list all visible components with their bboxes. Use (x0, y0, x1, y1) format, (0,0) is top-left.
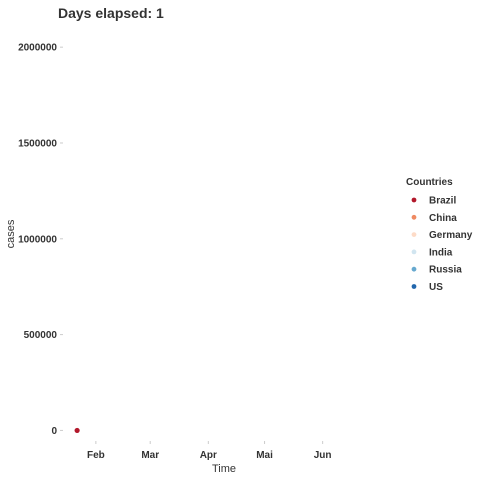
legend-key-us (411, 284, 417, 289)
legend-key-germany (411, 232, 417, 238)
legend-key-china (411, 214, 417, 220)
legend-key-russia (411, 266, 417, 272)
y-tick-label: 2000000 (18, 43, 57, 54)
x-tick-label: Feb (87, 450, 105, 461)
legend-label-germany: Germany (429, 230, 473, 241)
x-tick-label: Jun (314, 450, 332, 461)
legend-title: Countries (406, 177, 453, 188)
legend-label-russia: Russia (429, 265, 462, 276)
y-tick-label: 0 (51, 426, 57, 437)
y-tick-label: 500000 (24, 330, 58, 341)
legend-label-brazil: Brazil (429, 196, 456, 207)
plot-points (74, 427, 80, 434)
chart-title: Days elapsed: 1 (58, 5, 164, 21)
y-tick-label: 1000000 (18, 234, 57, 245)
data-point-brazil (74, 427, 80, 434)
legend-key-india (411, 249, 417, 255)
x-tick-label: Mai (256, 450, 273, 461)
y-axis: 0 500000 1000000 1500000 2000000 (18, 43, 63, 437)
y-axis-label: cases (5, 219, 17, 248)
legend-label-india: India (429, 247, 453, 258)
legend-label-us: US (429, 282, 443, 293)
x-tick-label: Mar (141, 450, 159, 461)
x-axis-label: Time (212, 463, 236, 475)
x-tick-label: Apr (200, 450, 217, 461)
y-tick-label: 1500000 (18, 138, 57, 149)
legend-label-china: China (429, 213, 457, 224)
legend-key-brazil (411, 197, 417, 203)
legend: Countries Brazil China Germany India Russia U… (406, 177, 473, 293)
x-axis: Feb Mar Apr Mai Jun (87, 441, 332, 461)
